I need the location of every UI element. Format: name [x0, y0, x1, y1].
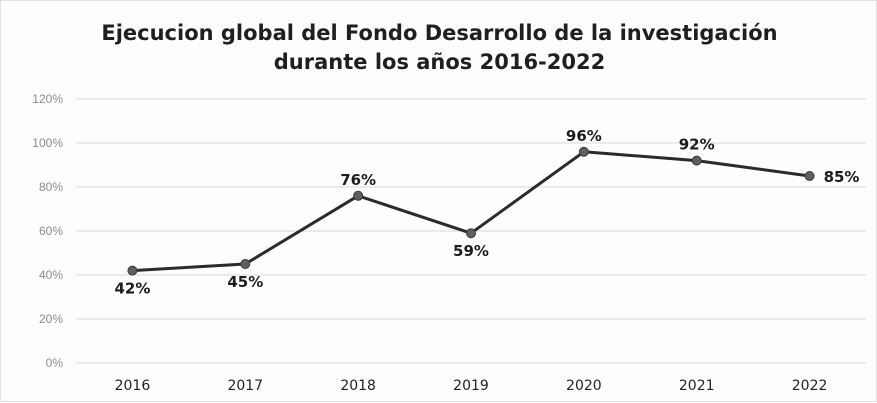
- x-tick-label: 2020: [566, 378, 602, 394]
- data-point-marker: [466, 228, 476, 239]
- y-tick-label: 120%: [32, 92, 63, 106]
- x-tick-label: 2017: [227, 378, 263, 394]
- data-point-marker: [578, 146, 589, 157]
- data-point-marker: [804, 171, 815, 181]
- data-label: 92%: [679, 136, 715, 154]
- data-label: 45%: [227, 273, 263, 291]
- x-tick-label: 2019: [453, 378, 489, 394]
- data-label: 59%: [453, 242, 489, 260]
- data-label: 76%: [340, 171, 376, 189]
- data-point-marker: [353, 190, 364, 201]
- data-label: 96%: [566, 127, 602, 145]
- data-markers: [127, 146, 815, 276]
- y-tick-label: 100%: [32, 136, 63, 150]
- data-point-marker: [691, 155, 702, 166]
- data-label: 42%: [114, 280, 150, 298]
- x-tick-label: 2021: [679, 378, 715, 394]
- y-tick-label: 20%: [39, 312, 63, 326]
- y-tick-label: 0%: [46, 356, 64, 370]
- data-label: 85%: [824, 168, 860, 186]
- x-tick-label: 2016: [115, 378, 151, 394]
- y-tick-label: 60%: [39, 224, 63, 238]
- chart-title: Ejecucion global del Fondo Desarrollo de…: [1, 19, 877, 77]
- data-point-marker: [127, 265, 138, 276]
- x-axis-ticks: 2016 2017 2018 2019 2020 2021 2022: [115, 378, 828, 394]
- x-tick-label: 2022: [792, 378, 828, 394]
- chart-title-line-2: durante los años 2016-2022: [273, 50, 606, 74]
- data-labels: 42% 45% 76% 59% 96% 92% 85%: [114, 127, 859, 298]
- chart-title-line-1: Ejecucion global del Fondo Desarrollo de…: [101, 21, 778, 45]
- y-axis-ticks: 0% 20% 40% 60% 80% 100% 120%: [32, 92, 63, 370]
- data-point-marker: [240, 259, 251, 269]
- y-tick-label: 40%: [39, 268, 63, 282]
- gridlines: [76, 98, 866, 364]
- x-tick-label: 2018: [340, 378, 376, 394]
- y-tick-label: 80%: [39, 180, 63, 194]
